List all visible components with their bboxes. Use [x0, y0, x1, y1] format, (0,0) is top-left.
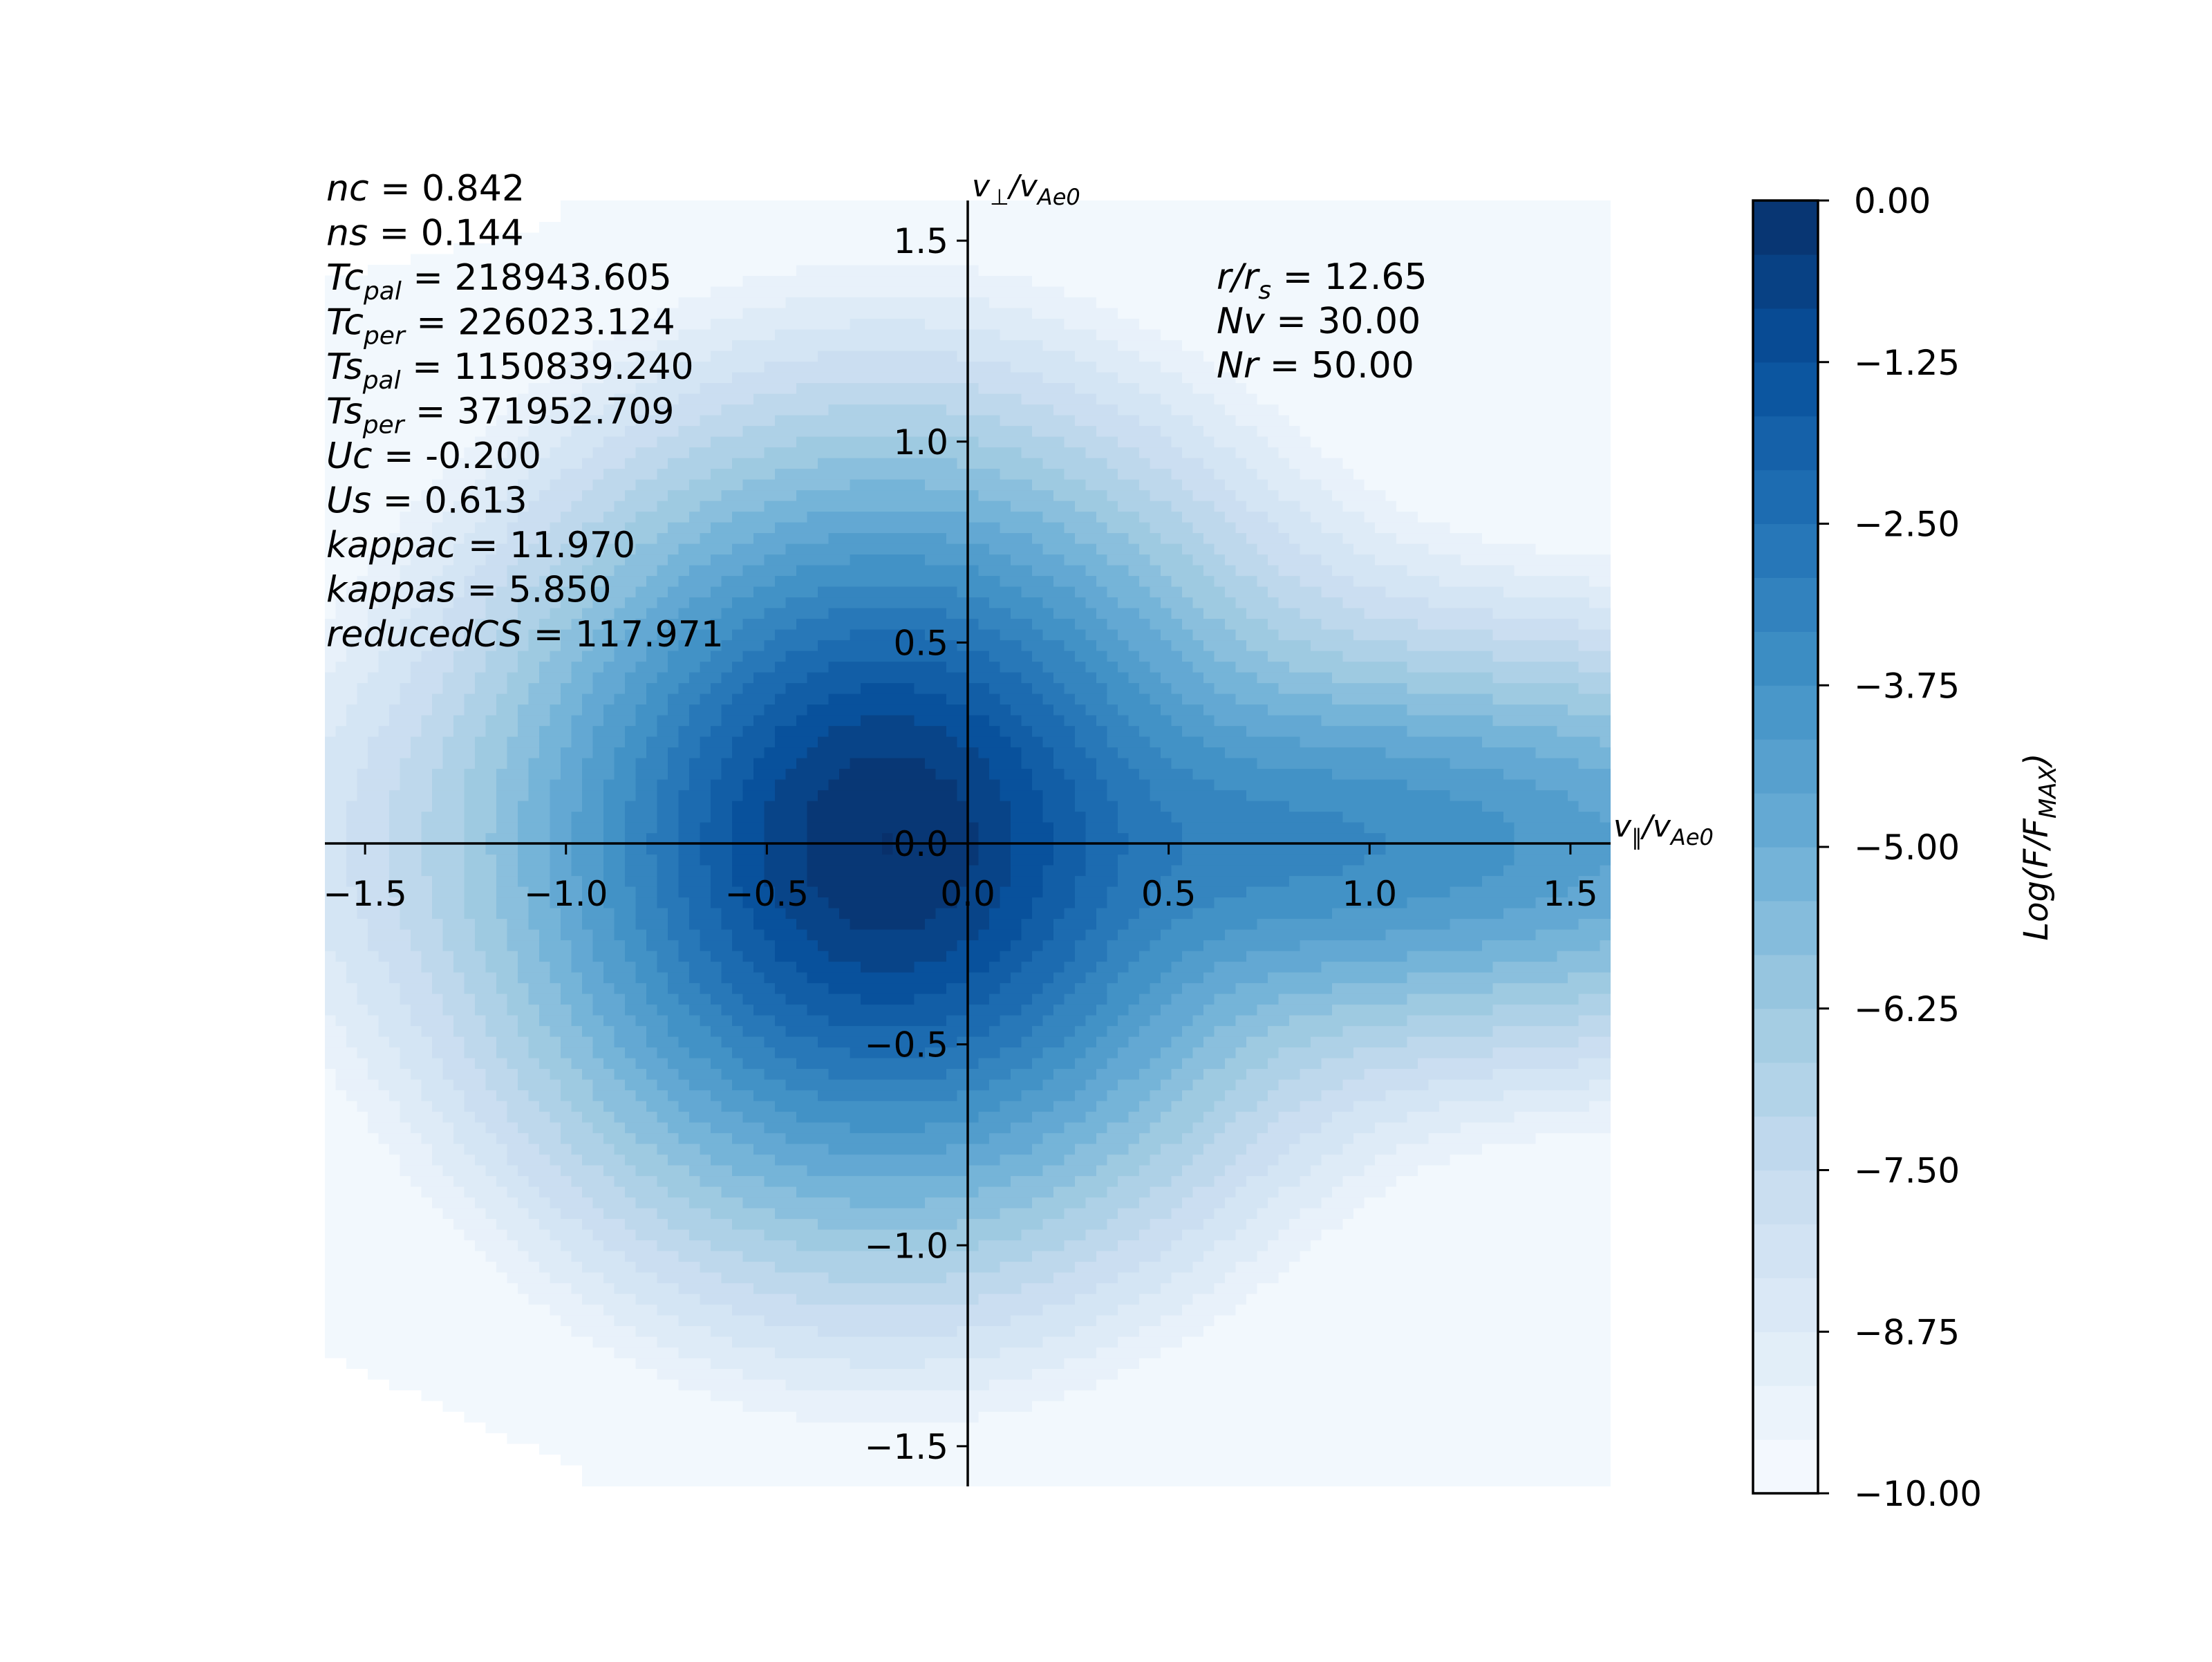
colorbar-tick-label: −7.50	[1854, 1151, 1960, 1191]
colorbar-band	[1753, 1278, 1818, 1332]
x-tick-label: 1.0	[1342, 874, 1397, 914]
param-reducedcs: reducedCS = 117.971	[326, 614, 724, 655]
colorbar-tick-label: −10.00	[1854, 1474, 1982, 1514]
colorbar-band	[1753, 901, 1818, 955]
colorbar-band	[1753, 1117, 1818, 1171]
info-nv: Nv = 30.00	[1217, 301, 1421, 342]
param-tc-pal: Tcpal = 218943.605	[326, 257, 672, 306]
x-axis-label: v∥/vAe0	[1613, 809, 1714, 850]
colorbar-band	[1753, 416, 1818, 471]
colorbar-band	[1753, 308, 1818, 363]
param-nc: nc = 0.842	[326, 168, 525, 209]
colorbar-tick-label: −6.25	[1854, 989, 1960, 1029]
colorbar-tick-label: −1.25	[1854, 343, 1960, 383]
colorbar-band	[1753, 1063, 1818, 1117]
colorbar-tick-label: −2.50	[1854, 505, 1960, 545]
y-tick-label: 1.0	[893, 422, 948, 463]
colorbar-band	[1753, 362, 1818, 417]
colorbar-band	[1753, 1224, 1818, 1278]
colorbar-band	[1753, 685, 1818, 740]
y-tick-label: 0.5	[893, 623, 948, 663]
param-uc: Uc = -0.200	[326, 436, 541, 477]
info-nr: Nr = 50.00	[1217, 345, 1414, 386]
y-tick-label: −1.5	[865, 1427, 948, 1467]
param-us: Us = 0.613	[326, 480, 527, 522]
x-tick-label: 0.0	[940, 874, 995, 914]
y-tick-label: −1.0	[865, 1226, 948, 1266]
colorbar-label: Log(F/FMAX)	[2017, 753, 2062, 940]
param-kappac: kappac = 11.970	[326, 525, 635, 566]
colorbar-tick-label: 0.00	[1854, 181, 1931, 221]
colorbar-tick-label: −3.75	[1854, 666, 1960, 706]
y-tick-label: 1.5	[893, 221, 948, 261]
x-tick-label: 1.5	[1543, 874, 1598, 914]
colorbar-band	[1753, 1385, 1818, 1440]
colorbar-band	[1753, 631, 1818, 686]
colorbar-band	[1753, 1170, 1818, 1225]
colorbar-band	[1753, 1439, 1818, 1494]
colorbar-band	[1753, 1009, 1818, 1063]
x-tick-label: −0.5	[725, 874, 809, 914]
colorbar-band	[1753, 524, 1818, 579]
x-tick-label: −1.5	[323, 874, 406, 914]
info-r-r: r/rs = 12.65	[1217, 256, 1427, 305]
colorbar-band	[1753, 847, 1818, 902]
colorbar-tick-label: −8.75	[1854, 1312, 1960, 1352]
colorbar-band	[1753, 793, 1818, 848]
param-kappas: kappas = 5.850	[326, 570, 611, 611]
colorbar: 0.00 −1.25 −2.50 −3.75 −5.00 −6.25 −7.50 −8.75 −…	[1753, 181, 2062, 1514]
colorbar-band	[1753, 254, 1818, 309]
y-tick-label: −0.5	[865, 1025, 948, 1065]
colorbar-band	[1753, 577, 1818, 632]
x-tick-label: 0.5	[1141, 874, 1197, 914]
y-tick-label: 0.0	[893, 824, 948, 864]
x-tick-label: −1.0	[524, 874, 608, 914]
colorbar-band	[1753, 470, 1818, 525]
colorbar-tick-label: −5.00	[1854, 828, 1960, 868]
colorbar-band	[1753, 955, 1818, 1009]
colorbar-band	[1753, 739, 1818, 794]
colorbar-band	[1753, 200, 1818, 255]
colorbar-band	[1753, 1332, 1818, 1386]
param-ns: ns = 0.144	[326, 213, 524, 254]
